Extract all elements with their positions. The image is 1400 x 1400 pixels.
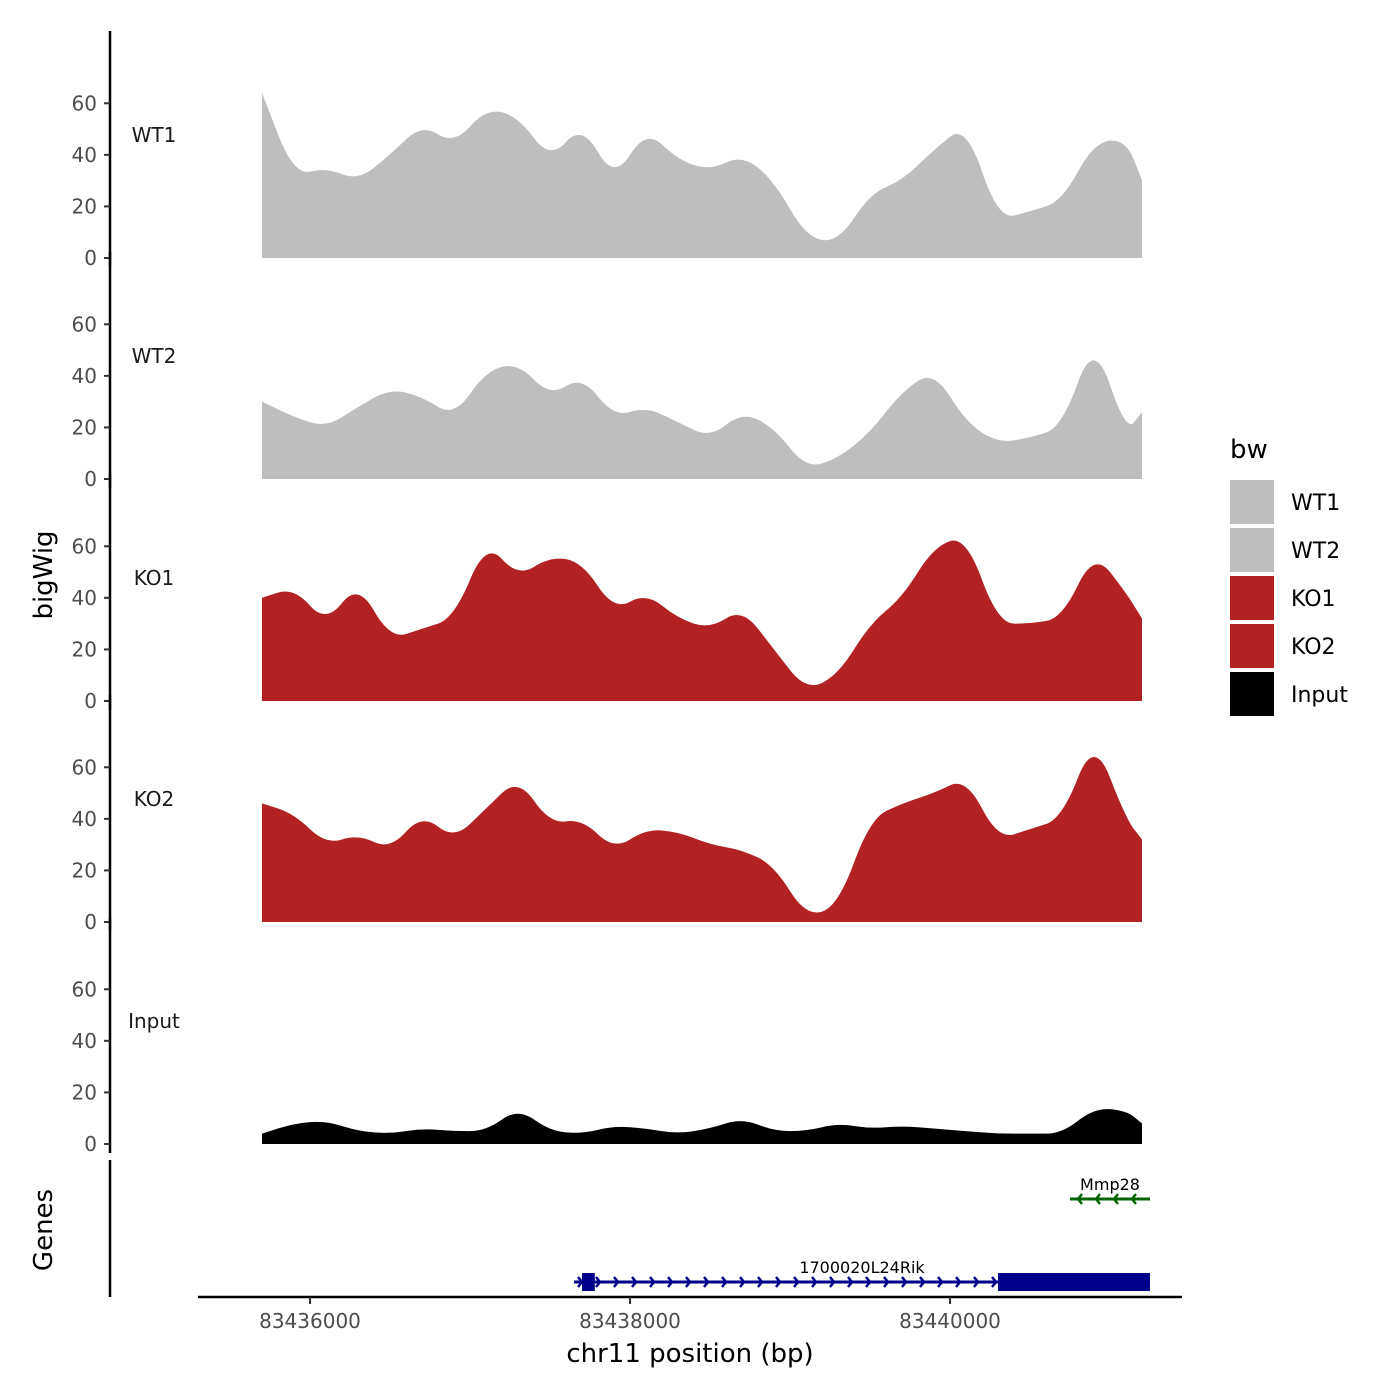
strand-chevron — [973, 1276, 980, 1288]
y-tick-label: 0 — [84, 689, 97, 713]
y-tick-label: 20 — [72, 637, 97, 661]
strand-chevron — [901, 1276, 908, 1288]
y-tick-label: 20 — [72, 858, 97, 882]
y-tick-label: 40 — [72, 364, 97, 388]
legend-title: bw — [1230, 435, 1268, 465]
strand-chevron — [703, 1276, 710, 1288]
legend-key-wt1 — [1230, 480, 1274, 524]
x-axis: 83436000 83438000 83440000 — [198, 1295, 1182, 1333]
strand-chevron — [991, 1276, 998, 1288]
track-label: WT1 — [132, 123, 177, 147]
y-tick-label: 60 — [72, 312, 97, 336]
legend-label: Input — [1291, 683, 1348, 708]
coverage-tracks: 0 20 40 60 WT1 0 20 40 60 WT2 0 20 40 60 KO1 0 20 40 60 KO2… — [72, 31, 1142, 1156]
y-tick-label: 20 — [72, 415, 97, 439]
track-input: 0 20 40 60 Input — [72, 917, 1142, 1156]
strand-chevron — [811, 1276, 818, 1288]
strand-chevron — [1094, 1193, 1101, 1205]
y-tick-label: 60 — [72, 977, 97, 1001]
x-tick-label: 83440000 — [899, 1309, 1001, 1333]
genes-axis-title: Genes — [29, 1189, 59, 1271]
y-tick-label: 0 — [84, 1132, 97, 1156]
y-tick-label: 40 — [72, 586, 97, 610]
y-tick-label: 0 — [84, 910, 97, 934]
gene-mmp28: Mmp28 — [1070, 1175, 1150, 1205]
coverage-area-input — [262, 1109, 1142, 1144]
exon — [582, 1273, 595, 1291]
legend-label: KO1 — [1291, 587, 1336, 612]
strand-chevron — [757, 1276, 764, 1288]
genes-panel: Mmp28 1700020L24Rik — [108, 1160, 1150, 1297]
y-tick-label: 20 — [72, 1080, 97, 1104]
strand-chevron — [955, 1276, 962, 1288]
strand-chevron — [739, 1276, 746, 1288]
legend-key-ko1 — [1230, 576, 1274, 620]
coverage-area-wt2 — [262, 360, 1142, 479]
x-tick-label: 83438000 — [579, 1309, 681, 1333]
track-label: WT2 — [132, 344, 177, 368]
legend: bw WT1 WT2 KO1 KO2 Input — [1230, 435, 1348, 716]
y-tick-label: 0 — [84, 467, 97, 491]
y-axis-title: bigWig — [29, 530, 59, 619]
strand-chevron — [667, 1276, 674, 1288]
track-label: KO1 — [134, 566, 175, 590]
track-wt1: 0 20 40 60 WT1 — [72, 31, 1142, 270]
strand-chevron — [721, 1276, 728, 1288]
legend-key-wt2 — [1230, 528, 1274, 572]
coverage-area-ko2 — [262, 756, 1142, 922]
y-tick-label: 60 — [72, 534, 97, 558]
y-tick-label: 40 — [72, 807, 97, 831]
y-tick-label: 20 — [72, 194, 97, 218]
y-tick-label: 40 — [72, 143, 97, 167]
track-wt2: 0 20 40 60 WT2 — [72, 252, 1142, 491]
track-ko2: 0 20 40 60 KO2 — [72, 695, 1142, 934]
strand-chevron — [1112, 1193, 1119, 1205]
exon — [998, 1273, 1150, 1291]
strand-chevron — [847, 1276, 854, 1288]
strand-chevron — [1076, 1193, 1083, 1205]
legend-key-ko2 — [1230, 624, 1274, 668]
track-label: KO2 — [134, 787, 175, 811]
strand-chevron — [1130, 1193, 1137, 1205]
strand-chevron — [829, 1276, 836, 1288]
legend-label: WT2 — [1291, 539, 1340, 564]
x-axis-title: chr11 position (bp) — [566, 1339, 813, 1369]
y-tick-label: 60 — [72, 91, 97, 115]
strand-chevron — [865, 1276, 872, 1288]
y-tick-label: 40 — [72, 1029, 97, 1053]
strand-chevron — [937, 1276, 944, 1288]
strand-chevron — [685, 1276, 692, 1288]
legend-key-input — [1230, 672, 1274, 716]
y-tick-label: 0 — [84, 246, 97, 270]
track-label: Input — [128, 1009, 180, 1033]
strand-chevron — [631, 1276, 638, 1288]
y-tick-label: 60 — [72, 755, 97, 779]
track-ko1: 0 20 40 60 KO1 — [72, 474, 1142, 713]
legend-label: KO2 — [1291, 635, 1336, 660]
strand-chevron — [883, 1276, 890, 1288]
gene-label: Mmp28 — [1080, 1175, 1140, 1194]
x-tick-label: 83436000 — [259, 1309, 361, 1333]
strand-chevron — [919, 1276, 926, 1288]
legend-label: WT1 — [1291, 491, 1340, 516]
strand-chevron — [649, 1276, 656, 1288]
coverage-area-ko1 — [262, 540, 1142, 701]
gene-1700020l24rik: 1700020L24Rik — [574, 1258, 1150, 1291]
gene-label: 1700020L24Rik — [799, 1258, 925, 1277]
strand-chevron — [775, 1276, 782, 1288]
coverage-area-wt1 — [262, 92, 1142, 259]
strand-chevron — [595, 1276, 602, 1288]
strand-chevron — [613, 1276, 620, 1288]
strand-chevron — [793, 1276, 800, 1288]
